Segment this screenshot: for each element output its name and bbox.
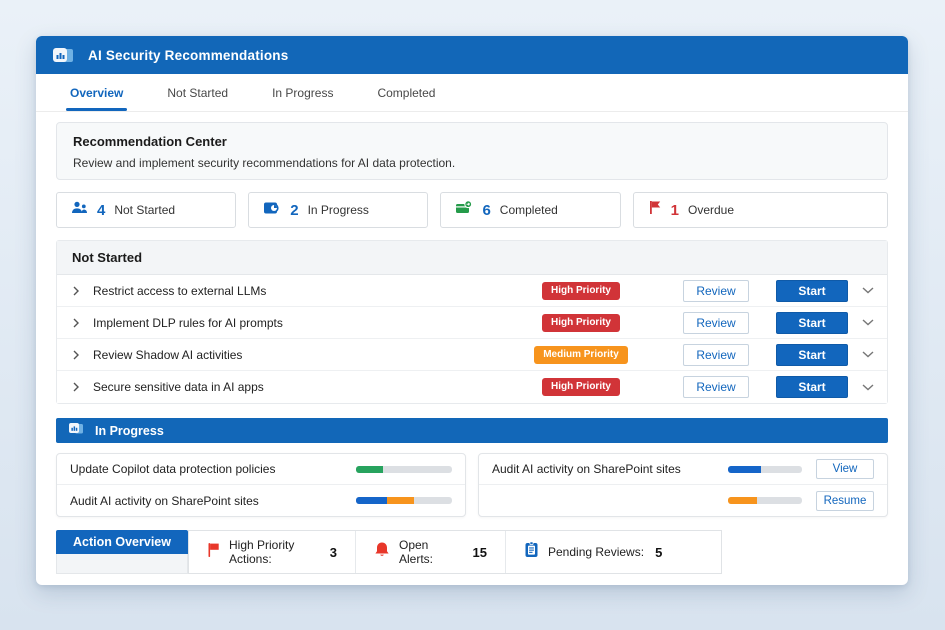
start-button[interactable]: Start [776,376,848,398]
start-button[interactable]: Start [776,311,848,334]
recommendation-row: Restrict access to external LLMs High Pr… [57,275,887,307]
stat-value: 15 [472,544,487,560]
label-completed: Completed [499,203,558,217]
card-in-progress[interactable]: 2 In Progress [248,192,429,228]
clipboard-pie-icon [263,201,281,220]
progress-row: Audit AI activity on SharePoint sites [57,485,465,516]
bell-icon [374,541,390,563]
in-progress-right-panel: Audit AI activity on SharePoint sites Vi… [478,453,888,517]
chevron-down-icon[interactable] [861,383,875,392]
progress-bar [728,465,802,473]
resume-button[interactable]: Resume [816,490,874,511]
priority-badge: High Priority [541,378,620,396]
stat-label: Open Alerts: [399,538,434,566]
not-started-section: Not Started Restrict access to external … [56,240,888,404]
chevron-right-icon[interactable] [71,382,81,392]
recommendation-title: Restrict access to external LLMs [93,283,267,298]
progress-item-title: Audit AI activity on SharePoint sites [492,462,681,476]
action-overview-tab-panel [56,554,188,574]
action-overview-tab[interactable]: Action Overview [56,530,188,554]
in-progress-heading: In Progress [95,423,164,438]
start-button[interactable]: Start [776,279,848,302]
priority-badge: High Priority [541,281,620,300]
chevron-down-icon[interactable] [861,286,875,295]
tab-not-started[interactable]: Not Started [167,85,229,100]
count-in-progress: 2 [290,201,299,219]
app-chart-icon [50,45,77,66]
action-overview-bar: Action Overview High Priority Actions: 3 [56,530,888,574]
clipboard-icon [524,541,539,563]
stat-high-priority-actions: High Priority Actions: 3 [189,531,356,573]
label-overdue: Overdue [688,203,735,217]
recommendation-title: Implement DLP rules for AI prompts [93,315,283,330]
progress-bar [356,497,452,504]
title-bar: AI Security Recommendations [36,36,908,74]
stat-open-alerts: Open Alerts: 15 [356,531,506,573]
stat-pending-reviews: Pending Reviews: 5 [506,531,721,573]
priority-badge: High Priority [541,313,620,332]
count-not-started: 4 [97,201,106,219]
review-button[interactable]: Review [683,311,749,334]
in-progress-header: In Progress [56,418,888,443]
recommendation-row: Implement DLP rules for AI prompts High … [57,307,887,339]
view-button[interactable]: View [816,459,874,479]
review-button[interactable]: Review [683,376,749,398]
chevron-down-icon[interactable] [861,350,875,359]
review-button[interactable]: Review [683,279,749,302]
flag-icon [207,542,220,563]
count-completed: 6 [482,201,491,219]
count-overdue: 1 [670,201,679,219]
footer-stats: High Priority Actions: 3 Open Alerts: 15 [188,530,722,574]
summary-cards: 4 Not Started 2 In Progress [56,192,888,228]
progress-row: Update Copilot data protection policies [57,454,465,485]
tab-completed[interactable]: Completed [377,85,436,100]
start-button[interactable]: Start [776,343,848,366]
window-title: AI Security Recommendations [88,47,289,63]
flag-icon [648,200,662,220]
progress-row: Audit AI activity on SharePoint sites Vi… [479,454,887,485]
recommendation-title: Secure sensitive data in AI apps [93,380,264,394]
in-progress-left-panel: Update Copilot data protection policies … [56,453,466,517]
stat-label: Pending Reviews: [548,545,645,559]
tab-bar: Overview Not Started In Progress Complet… [36,74,908,112]
progress-row: Resume [479,485,887,516]
app-chart-icon [67,421,86,441]
people-icon [71,201,88,220]
section-title: Recommendation Center [73,134,227,149]
priority-badge: Medium Priority [534,345,628,364]
progress-bar [356,465,452,473]
stat-value: 3 [329,544,337,560]
progress-item-title: Audit AI activity on SharePoint sites [70,493,259,508]
review-button[interactable]: Review [683,343,749,366]
completed-send-icon [455,200,473,220]
recommendation-title: Review Shadow AI activities [93,347,243,362]
label-not-started: Not Started [114,203,176,217]
card-overdue[interactable]: 1 Overdue [632,192,888,228]
tab-overview[interactable]: Overview [65,74,128,111]
recommendation-center-panel: Recommendation Center Review and impleme… [56,122,888,180]
card-completed[interactable]: 6 Completed [440,192,621,228]
not-started-heading: Not Started [57,241,887,275]
chevron-right-icon[interactable] [71,286,81,296]
chevron-down-icon[interactable] [861,318,875,327]
card-not-started[interactable]: 4 Not Started [56,192,237,228]
tab-in-progress[interactable]: In Progress [272,85,334,100]
stat-label: High Priority Actions: [229,538,295,566]
progress-item-title: Update Copilot data protection policies [70,462,276,476]
in-progress-section: In Progress Update Copilot data protecti… [56,418,888,517]
label-in-progress: In Progress [307,203,369,217]
section-subtitle: Review and implement security recommenda… [73,156,456,170]
stat-value: 5 [655,544,663,560]
recommendation-row: Secure sensitive data in AI apps High Pr… [57,371,887,403]
progress-bar [728,497,802,504]
app-window: AI Security Recommendations Overview Not… [36,36,908,585]
recommendation-row: Review Shadow AI activities Medium Prior… [57,339,887,371]
chevron-right-icon[interactable] [71,350,81,360]
chevron-right-icon[interactable] [71,318,81,328]
